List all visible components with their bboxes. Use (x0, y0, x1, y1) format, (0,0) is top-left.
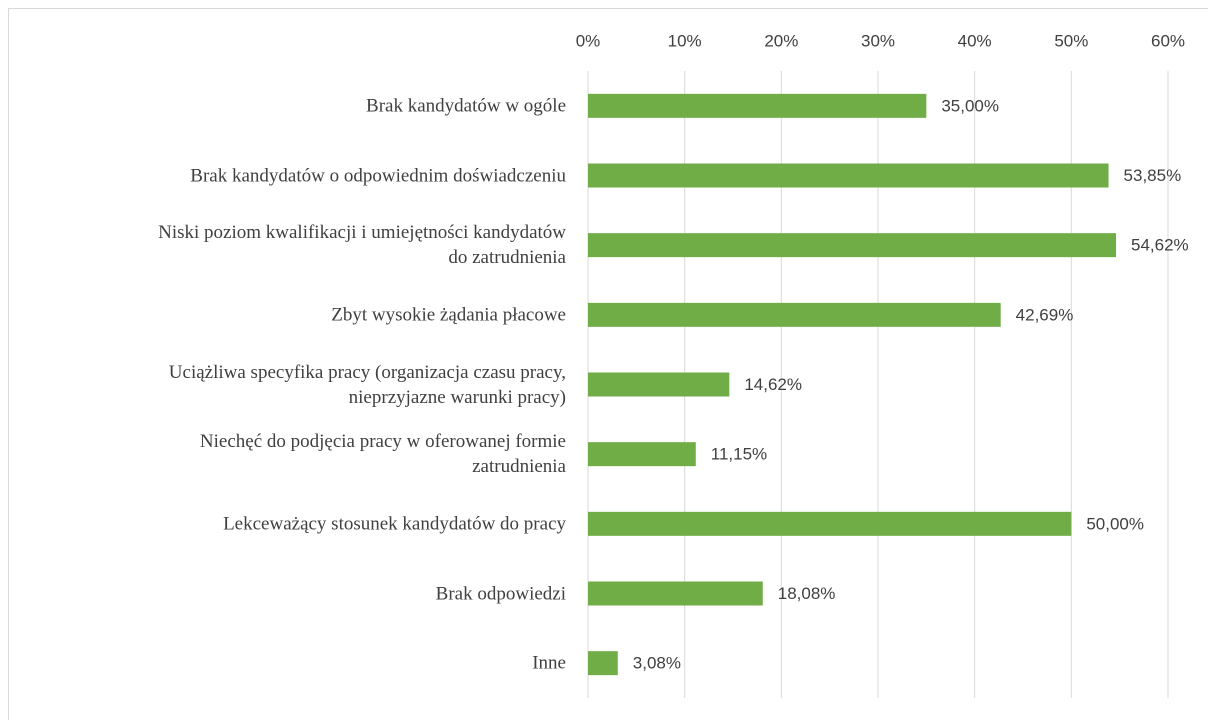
y-tick-label: Brak kandydatów o odpowiednim doświadcze… (190, 165, 566, 186)
data-label: 11,15% (711, 445, 767, 464)
data-label: 54,62% (1131, 236, 1189, 255)
y-tick-label: Lekceważący stosunek kandydatów do pracy (223, 513, 566, 535)
x-tick-label: 40% (958, 31, 992, 50)
bar (588, 442, 696, 467)
bar (588, 163, 1109, 188)
x-tick-label: 10% (668, 31, 702, 50)
x-tick-label: 20% (764, 31, 798, 50)
data-label: 3,08% (633, 654, 681, 673)
y-tick-label: Zbyt wysokie żądania płacowe (331, 304, 566, 326)
bar (588, 302, 1001, 327)
y-tick-label: Inne (532, 652, 566, 674)
y-tick-label: Brak odpowiedzi (435, 583, 566, 604)
bar (588, 372, 730, 397)
chart-border (8, 8, 1208, 720)
bar (588, 233, 1116, 258)
data-label: 14,62% (744, 375, 802, 394)
data-label: 53,85% (1124, 166, 1182, 185)
data-label: 42,69% (1016, 305, 1074, 324)
y-tick-label: Uciążliwa specyfika pracy (organizacja c… (168, 361, 566, 408)
y-tick-label: Brak kandydatów w ogóle (366, 95, 566, 117)
bar (588, 511, 1072, 536)
y-tick-label: Niechęć do podjęcia pracy w oferowanej f… (199, 431, 566, 478)
bar (588, 651, 618, 676)
data-label: 18,08% (778, 584, 836, 603)
y-tick-label: Niski poziom kwalifikacji i umiejętności… (158, 222, 566, 269)
x-tick-label: 50% (1054, 31, 1088, 50)
x-tick-label: 60% (1151, 31, 1185, 50)
data-label: 50,00% (1086, 514, 1144, 533)
x-tick-label: 0% (576, 31, 601, 50)
data-label: 35,00% (941, 96, 999, 115)
bar (588, 93, 927, 118)
x-tick-label: 30% (861, 31, 895, 50)
bar (588, 581, 763, 606)
